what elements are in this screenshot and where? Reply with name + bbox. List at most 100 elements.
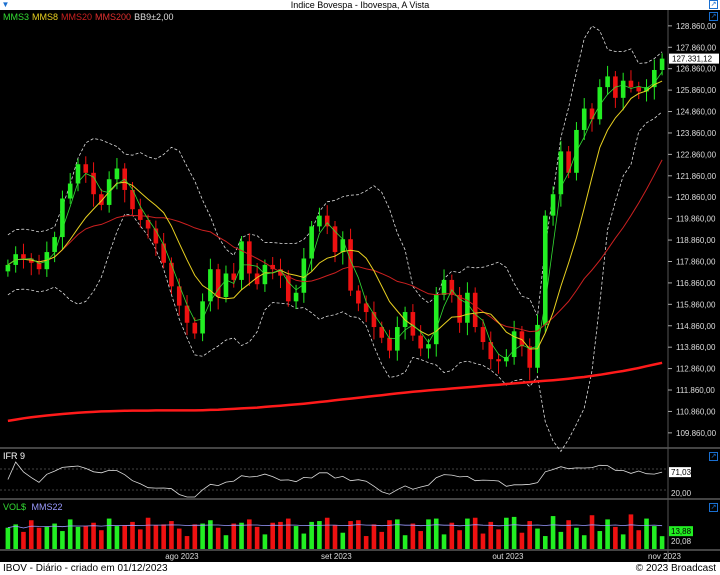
candle-body (597, 87, 603, 120)
candle-body (145, 219, 151, 229)
ifr-legend: IFR 9 (3, 451, 28, 461)
mms20-line (7, 159, 663, 333)
candle-body (659, 58, 665, 70)
candle-body (410, 312, 416, 336)
candle-body (519, 331, 525, 347)
volume-bar (511, 516, 517, 549)
candle-body (169, 262, 174, 287)
candle-body (28, 258, 34, 263)
ifr-value-box (669, 467, 691, 478)
candle-body (137, 209, 143, 220)
vol-value-label: 13,88 (671, 527, 692, 536)
price-panel-maximize-icon[interactable]: ↗ (709, 12, 718, 21)
volume-bar (309, 521, 314, 549)
volume-bar (262, 534, 268, 549)
volume-bar (75, 526, 81, 549)
y-tick-label: 113.860,00 (676, 343, 716, 352)
y-tick-label: 119.860,00 (676, 215, 716, 224)
candle-body (153, 228, 159, 244)
candle-body (60, 198, 65, 238)
maximize-icon[interactable]: ↗ (709, 0, 718, 9)
vol-panel-maximize-icon[interactable]: ↗ (709, 503, 718, 512)
ifr-value-label: 71,03 (671, 468, 692, 477)
y-tick-label: 128.860,00 (676, 22, 717, 31)
volume-bar (379, 531, 385, 549)
volume-bar (433, 518, 439, 549)
candle-body (480, 327, 486, 343)
vol-value-box (669, 526, 693, 537)
volume-bar (613, 526, 618, 549)
candle-body (558, 151, 564, 195)
y-tick-label: 118.860,00 (676, 236, 716, 245)
chevron-down-icon[interactable]: ▼ (1, 0, 10, 9)
candle-body (52, 237, 57, 253)
candle-body (223, 273, 229, 298)
candle-body (309, 226, 314, 259)
candle-body (247, 241, 252, 274)
volume-bar (620, 534, 626, 549)
volume-bar (504, 517, 509, 549)
volume-bar (550, 516, 556, 549)
y-tick-label: 115.860,00 (676, 300, 716, 309)
volume-bar (636, 530, 642, 549)
vol-title: VOL$ (3, 502, 27, 512)
candle-body (644, 87, 649, 92)
y-tick-label: 111.860,00 (676, 386, 715, 395)
ibovespa-chart: 109.860,00 110.860,00 111.860,00 112.860,00… (0, 10, 720, 562)
volume-bar (356, 520, 361, 549)
candle-body (488, 342, 494, 360)
candle-body (5, 264, 11, 272)
x-tick-label: out 2023 (492, 552, 524, 561)
volume-bar (161, 524, 166, 549)
candle-body (449, 279, 455, 295)
candle-body (184, 305, 190, 323)
volume-bar (449, 522, 455, 549)
price-legend: MMS3 MMS8 MMS20 MMS200 BB9±2,00 (3, 12, 177, 22)
volume-bar (402, 535, 408, 549)
volume-bar (83, 526, 89, 549)
volume-bar (332, 525, 338, 549)
y-tick-label: 110.860,00 (676, 407, 716, 416)
volume-bar (99, 530, 104, 549)
y-tick-label: 109.860,00 (676, 429, 717, 438)
candle-body (161, 243, 166, 263)
candle-body (620, 80, 626, 98)
candle-body (465, 292, 470, 323)
vol-ma-value-label: 20,08 (671, 537, 692, 546)
volume-bar (465, 518, 470, 549)
volume-bar (324, 517, 330, 549)
candle-body (91, 172, 96, 195)
ifr-panel-maximize-icon[interactable]: ↗ (709, 452, 718, 461)
candle-body (628, 80, 634, 88)
volume-bar (363, 536, 369, 549)
volume-bar (52, 523, 57, 549)
candle-body (581, 108, 587, 130)
volume-bar (67, 519, 73, 549)
volume-bar (371, 524, 377, 549)
candle-body (589, 108, 595, 120)
volume-bar (278, 521, 283, 549)
footer-copyright: © 2023 Broadcast (635, 563, 716, 574)
volume-bar (153, 525, 159, 549)
volume-bar (28, 520, 34, 549)
candle-body (192, 322, 198, 334)
volume-bar (247, 519, 252, 549)
volume-bar (597, 531, 603, 549)
candle-body (215, 269, 221, 298)
candle-body (36, 262, 42, 270)
candle-body (387, 337, 392, 351)
volume-bar (426, 519, 431, 549)
vol-legend: VOL$ MMS22 (3, 502, 66, 512)
volume-bar (301, 533, 307, 549)
volume-bar (137, 529, 143, 549)
volume-bar (293, 526, 299, 549)
candle-body (254, 273, 260, 285)
candle-body (208, 269, 213, 302)
volume-bar (348, 521, 353, 549)
volume-bar (605, 519, 610, 549)
candle-body (652, 69, 657, 88)
candle-body (542, 215, 548, 325)
x-tick-label: nov 2023 (648, 552, 681, 561)
volume-bar (5, 527, 11, 549)
candle-body (332, 226, 338, 253)
